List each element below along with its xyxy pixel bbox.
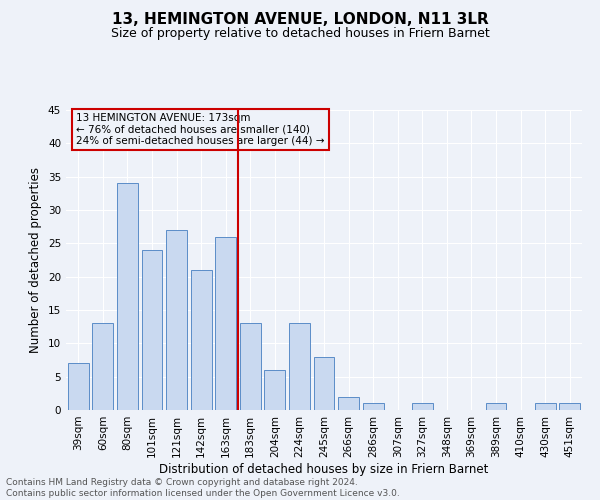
Bar [215,236,236,410]
Bar [117,184,138,410]
Bar [68,364,89,410]
Bar [265,370,286,410]
Bar [142,250,163,410]
Text: Contains HM Land Registry data © Crown copyright and database right 2024.
Contai: Contains HM Land Registry data © Crown c… [6,478,400,498]
Text: 13, HEMINGTON AVENUE, LONDON, N11 3LR: 13, HEMINGTON AVENUE, LONDON, N11 3LR [112,12,488,28]
Bar [314,356,334,410]
Bar [338,396,359,410]
Bar [559,404,580,410]
X-axis label: Distribution of detached houses by size in Friern Barnet: Distribution of detached houses by size … [160,462,488,475]
Bar [412,404,433,410]
Y-axis label: Number of detached properties: Number of detached properties [29,167,43,353]
Bar [535,404,556,410]
Bar [166,230,187,410]
Text: Size of property relative to detached houses in Friern Barnet: Size of property relative to detached ho… [110,28,490,40]
Bar [191,270,212,410]
Bar [289,324,310,410]
Bar [92,324,113,410]
Bar [485,404,506,410]
Bar [362,404,383,410]
Bar [240,324,261,410]
Text: 13 HEMINGTON AVENUE: 173sqm
← 76% of detached houses are smaller (140)
24% of se: 13 HEMINGTON AVENUE: 173sqm ← 76% of det… [76,113,325,146]
